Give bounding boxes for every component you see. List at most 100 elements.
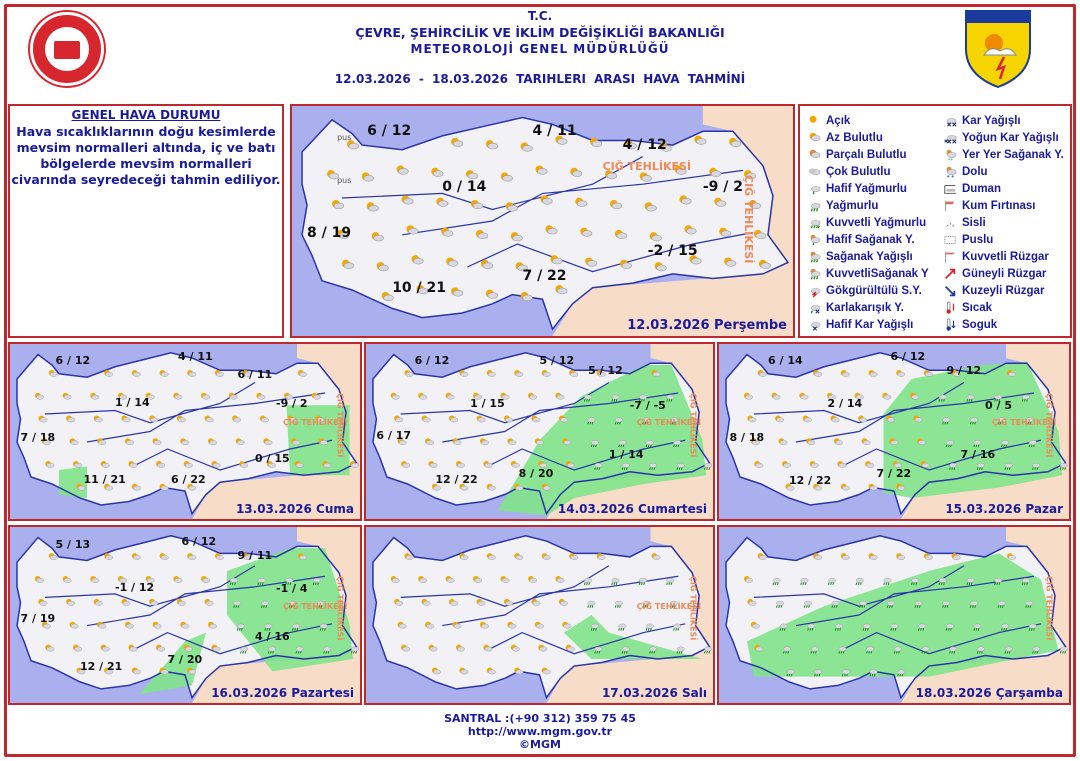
legend-label: Çok Bulutlu — [826, 165, 891, 178]
sun-cloud-icon — [66, 598, 76, 606]
sun-cloud-icon — [117, 575, 127, 583]
sun-cloud-icon — [719, 227, 732, 237]
sun-cloud-icon — [896, 553, 906, 560]
rain-icon — [611, 394, 620, 402]
sun-cloud-icon — [173, 575, 183, 583]
rain-icon — [323, 646, 332, 654]
rain-icon — [288, 600, 297, 608]
sun-cloud-icon — [913, 415, 923, 423]
legend-label: Hafif Kar Yağışlı — [826, 318, 914, 331]
rain-icon — [319, 623, 328, 631]
hail-icon — [946, 166, 957, 177]
sun-cloud-icon — [614, 229, 628, 240]
sun-cloud-icon — [72, 460, 83, 468]
sun-cloud-icon — [758, 259, 771, 269]
sun-cloud-icon — [473, 575, 483, 583]
map-date-label: 15.03.2026 Pazar — [945, 502, 1063, 516]
sun-cloud-icon — [214, 369, 224, 377]
forecast-map: ÇIĞ TEHLİKESİ ÇIĞ TEHLİKESİ 5 / 13 6 / 12 9 … — [8, 525, 362, 705]
south-wind-arrow-icon — [945, 268, 956, 279]
sun-cloud-icon — [38, 415, 48, 423]
sun-cloud-icon — [145, 392, 155, 400]
sun-cloud-icon — [104, 553, 114, 560]
sun-cloud-icon — [470, 199, 484, 210]
sun-cloud-icon — [228, 392, 238, 400]
sun-cloud-icon — [211, 460, 221, 468]
rain-icon — [779, 623, 788, 631]
rain-icon — [1025, 600, 1034, 608]
general-weather-text: Hava sıcaklıklarının doğu kesimlerde mev… — [11, 124, 281, 187]
rain-icon — [1059, 646, 1068, 654]
sun-cloud-icon — [418, 575, 428, 583]
temperature-label: 0 / 14 — [442, 178, 487, 195]
sun-cloud-icon — [624, 140, 637, 150]
sun-cloud-icon — [569, 369, 579, 377]
sun-cloud-icon — [747, 415, 757, 423]
temperature-label: 8 / 20 — [518, 467, 554, 481]
sun-cloud-icon — [97, 438, 107, 446]
sun-cloud-icon — [541, 483, 551, 491]
precipitation-area — [286, 405, 350, 476]
legend-label: Duman — [962, 182, 1001, 195]
temperature-label: 0 / 15 — [255, 451, 290, 465]
general-weather-box: GENEL HAVA DURUMU Hava sıcaklıklarının d… — [8, 104, 284, 338]
sun-cloud-icon — [159, 553, 169, 560]
sun-cloud-icon — [93, 598, 103, 606]
sun-cloud-icon — [545, 225, 558, 235]
sun-cloud-icon — [882, 392, 892, 400]
avalanche-warning-label: ÇIĞ TEHLİKESİ — [688, 393, 698, 458]
sun-cloud-icon — [483, 644, 493, 652]
sun-cloud-icon — [152, 438, 162, 446]
temperature-label: 8 / 19 — [307, 224, 352, 241]
sun-cloud-icon — [235, 438, 245, 446]
turkey-map — [719, 344, 1069, 519]
rain-icon — [810, 202, 821, 211]
rain-icon — [772, 577, 781, 585]
sun-cloud-icon — [1006, 369, 1016, 377]
sun-cloud-icon — [204, 598, 214, 606]
shower-icon — [810, 251, 821, 262]
header-directorate: METEOROLOJİ GENEL MÜDÜRLÜĞÜ — [410, 42, 670, 56]
temperature-label: 6 / 11 — [237, 367, 273, 381]
weather-icons-layer — [34, 369, 359, 491]
sun-cloud-icon — [596, 369, 606, 377]
rain-icon — [917, 623, 926, 631]
rain-icon — [611, 577, 620, 585]
legend-label: Yer Yer Sağanak Y. — [962, 148, 1064, 161]
hot-thermometer-icon — [946, 300, 955, 314]
temperature-label: 6 / 17 — [376, 428, 412, 442]
rain-icon — [594, 646, 603, 654]
sun-cloud-icon — [541, 667, 551, 675]
weather-icons-layer — [34, 553, 359, 675]
sun-cloud-icon — [207, 438, 217, 446]
avalanche-warning-label: ÇIĞ TEHLİKESİ — [636, 601, 701, 611]
legend-item: Açık — [806, 112, 942, 129]
rain-icon — [240, 646, 249, 654]
sun-cloud-icon — [425, 621, 435, 629]
sun-cloud-icon — [436, 197, 449, 207]
sun-cloud-icon — [507, 438, 517, 446]
sun-cloud-icon — [401, 195, 414, 205]
sun-cloud-icon — [242, 369, 252, 377]
neighbor-countries — [901, 527, 1069, 703]
sun-cloud-icon — [920, 460, 930, 468]
sun-cloud-icon — [473, 392, 483, 400]
sun-cloud-icon — [684, 225, 697, 235]
forecast-map: ÇIĞ TEHLİKESİ ÇIĞ TEHLİKESİ 6 / 14 6 / 12 9 … — [717, 342, 1071, 521]
sun-cloud-icon — [799, 392, 809, 400]
sun-cloud-icon — [451, 287, 464, 297]
rain-icon — [260, 600, 269, 608]
forecast-map: ÇIĞ TEHLİKESİ ÇIĞ TEHLİKESİ 6 / 12 5 / 12 5 … — [364, 342, 715, 521]
sun-cloud-icon — [145, 575, 155, 583]
temperature-label: 7 / 18 — [20, 430, 56, 444]
sun-cloud-icon — [748, 199, 762, 210]
legend-label: Sıcak — [962, 301, 993, 314]
sun-cloud-icon — [570, 167, 583, 177]
sun-cloud-icon — [207, 621, 217, 629]
legend-item: Az Bulutlu — [806, 129, 942, 146]
turkey-outline — [17, 536, 357, 698]
weather-icons-layer — [390, 553, 713, 675]
footer-url[interactable]: http://www.mgm.gov.tr — [467, 725, 613, 738]
sun-cloud-icon — [180, 438, 190, 446]
sun-cloud-icon — [431, 483, 441, 491]
